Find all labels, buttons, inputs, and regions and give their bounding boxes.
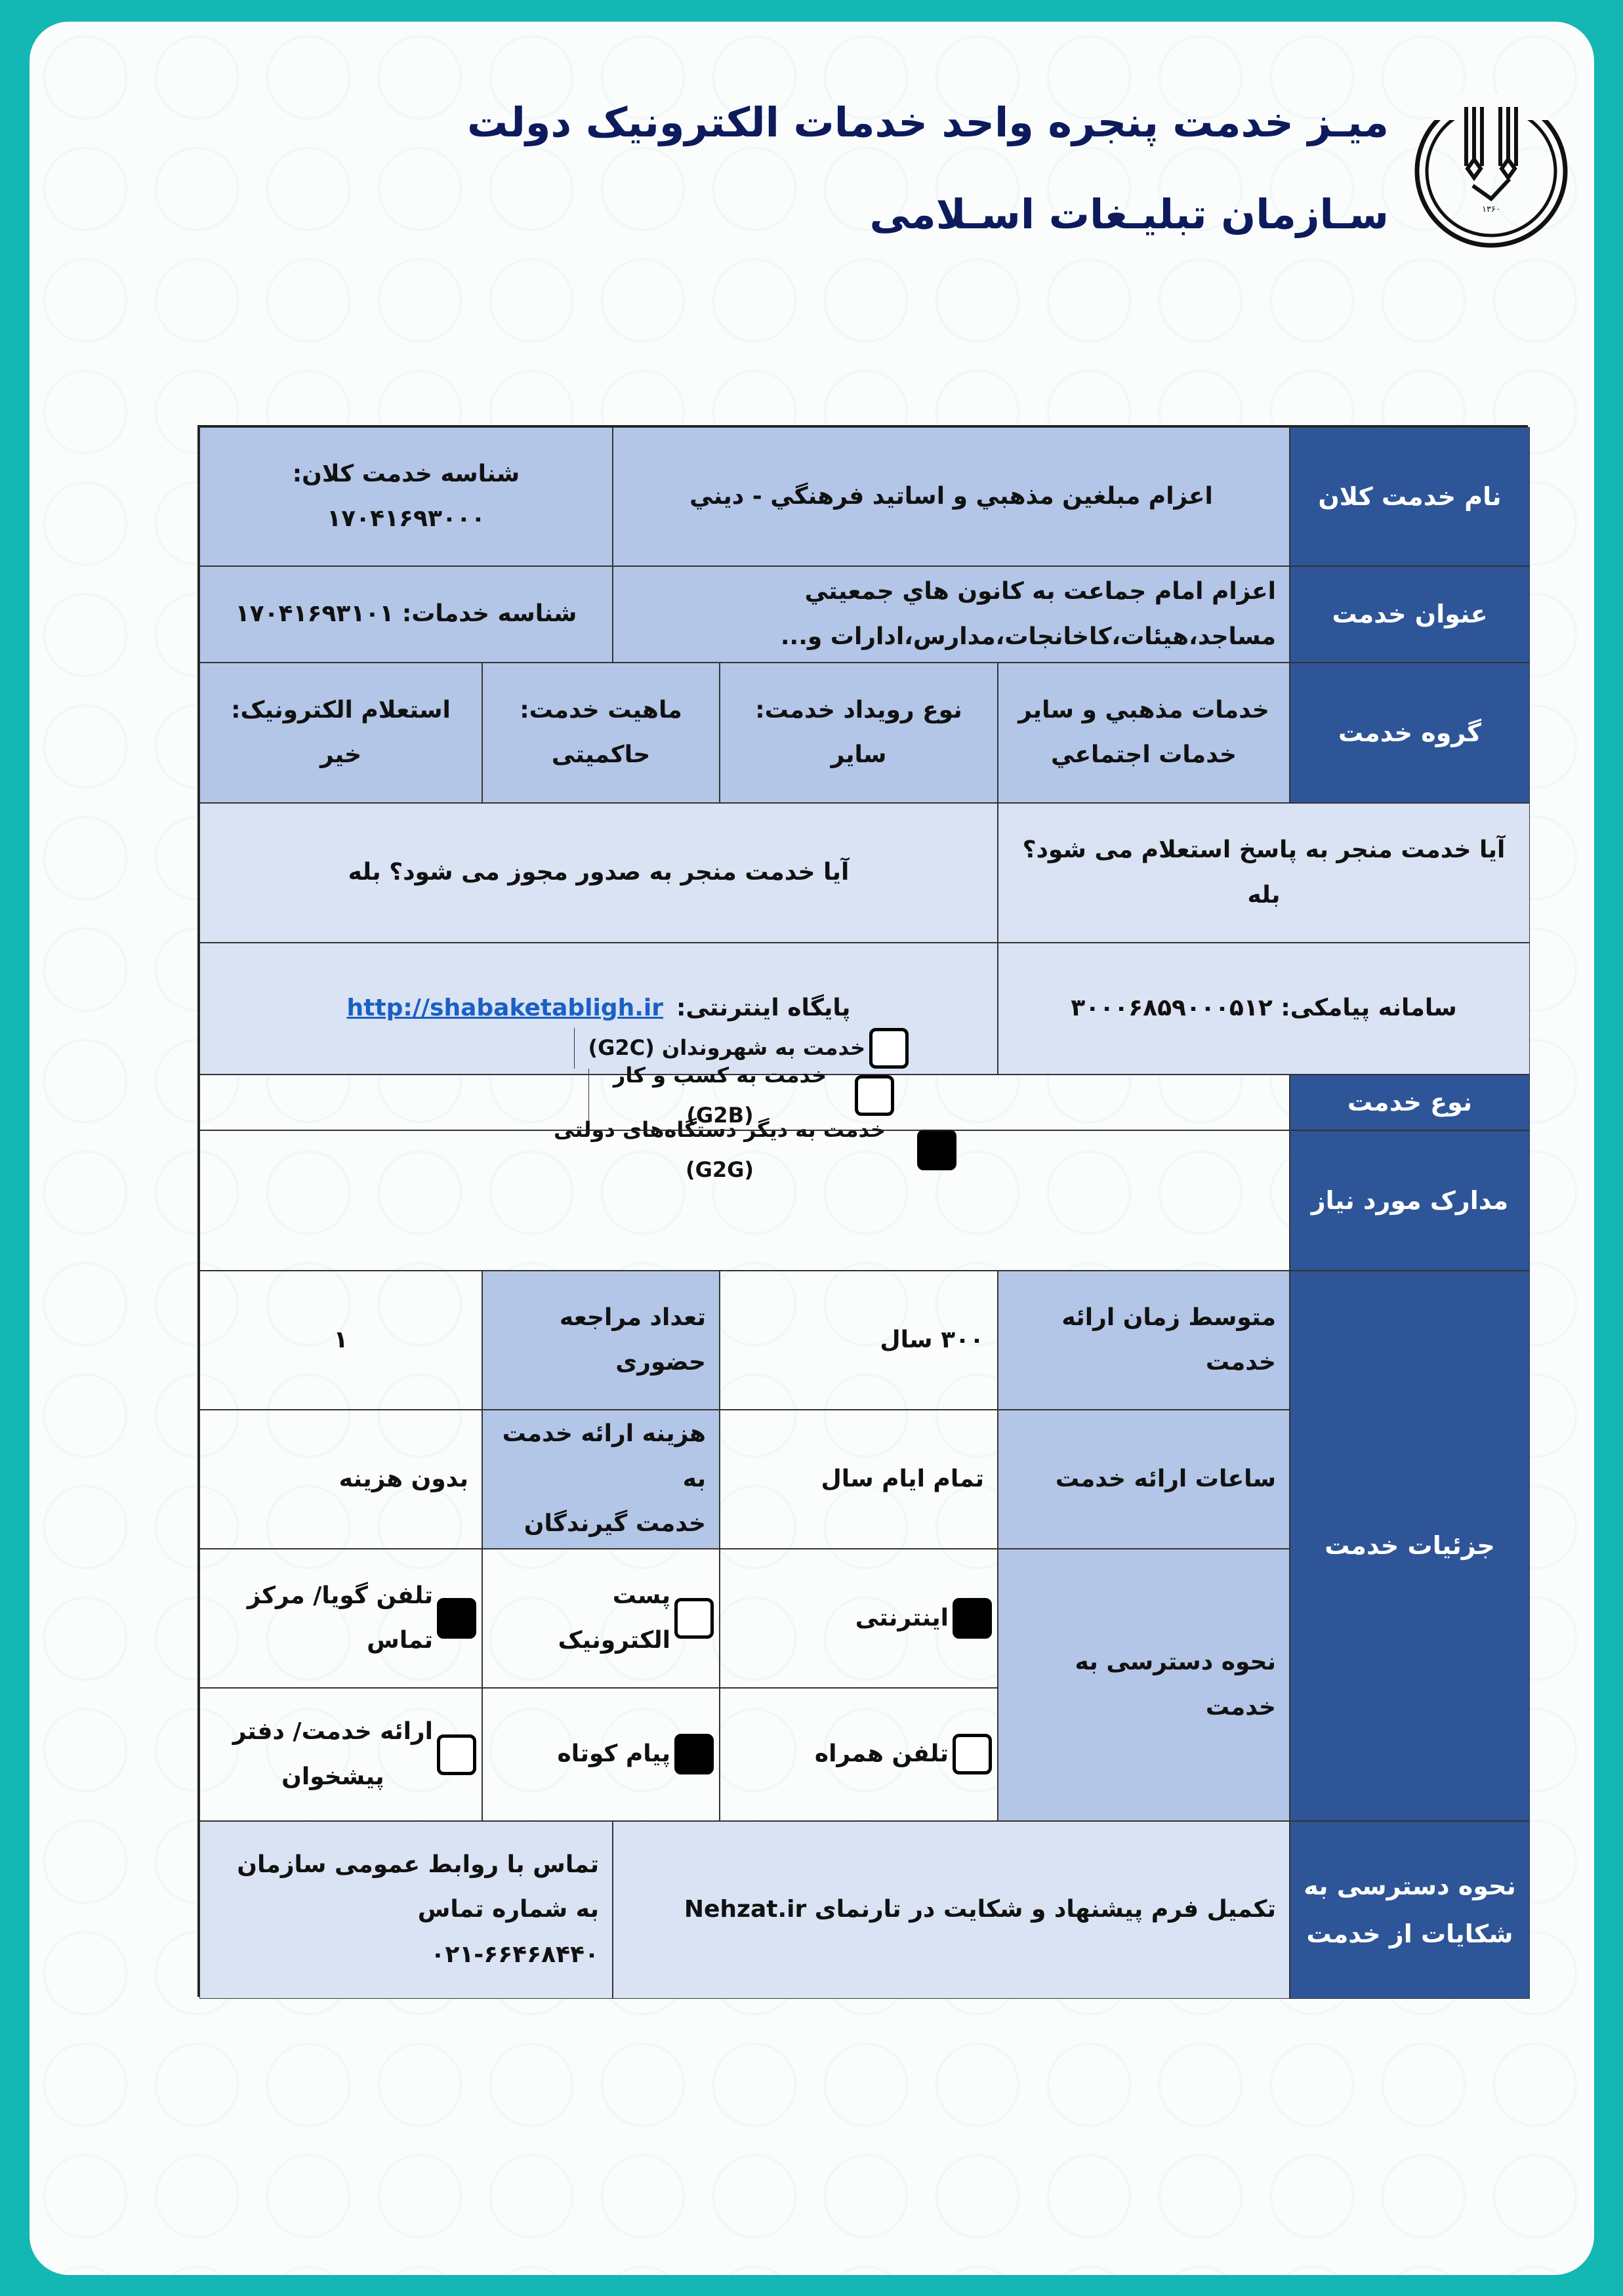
mobile-label: تلفن همراه [814,1740,949,1768]
internet-checkbox[interactable] [953,1597,992,1639]
event-type: نوع رویداد خدمت: سایر [720,663,998,803]
visits-label-line1: تعداد مراجعه [559,1303,706,1331]
service-nature: ماهیت خدمت: حاکمیتی [482,663,720,803]
complaints-label-line2: شکایات از خدمت [1306,1919,1513,1948]
website-link[interactable]: http://shabaketabligh.ir [346,994,663,1022]
email-label: پست الکترونیک [558,1582,670,1654]
service-title-label: عنوان خدمت [1290,566,1530,663]
option-g2c[interactable]: خدمت به شهروندان (G2C) [574,1027,915,1069]
macro-service-id: شناسه خدمت کلان: ۱۷۰۴۱۶۹۳۰۰۰ [199,427,613,566]
access-email[interactable]: پست الکترونیک [482,1549,720,1688]
g2g-label: خدمت به دیگر دستگاه‌های دولتی (G2G) [554,1117,886,1182]
cost-value: بدون هزینه [199,1410,482,1549]
complaints-label: نحوه دسترسی به شکایات از خدمت [1290,1821,1530,1999]
service-type-options: خدمت به شهروندان (G2C) خدمت به کسب و کار… [199,1027,1290,1182]
mobile-checkbox[interactable] [953,1734,992,1775]
logo-year: ۱۳۶۰ [1482,205,1500,215]
details-label: جزئیات خدمت [1290,1271,1530,1821]
option-g2b[interactable]: خدمت به کسب و کار (G2B) [588,1063,901,1128]
internet-label: اینترنتی [855,1604,949,1631]
visits-label-line2: حضوری [615,1349,706,1376]
electronic-inquiry-label: استعلام الکترونیک: [231,696,451,724]
g2c-label: خدمت به شهروندان (G2C) [588,1035,865,1061]
access-office[interactable]: ارائه خدمت/ دفتر پیشخوان [199,1688,482,1821]
organization-logo: ۱۳۶۰ [1414,94,1568,248]
service-nature-value: حاکمیتی [551,741,651,768]
office-checkbox[interactable] [437,1734,476,1775]
service-type-label: نوع خدمت [1290,1075,1530,1130]
avg-time-label: متوسط زمان ارائه خدمت [998,1271,1290,1410]
visits-value: ۱ [199,1271,482,1410]
g2b-checkbox[interactable] [855,1075,894,1116]
service-title-line1: اعزام امام جماعت به کانون هاي جمعيتي [804,578,1276,605]
service-id: شناسه خدمات: ۱۷۰۴۱۶۹۳۱۰۱ [199,566,613,663]
documents-value [199,1130,1290,1271]
option-g2g[interactable]: خدمت به دیگر دستگاه‌های دولتی (G2G) [526,1117,963,1182]
service-table: نام خدمت کلان اعزام مبلغین مذهبي و اساتي… [197,425,1530,1999]
license-question: آیا خدمت منجر به صدور مجوز می شود؟ بله [199,803,998,943]
event-type-value: سایر [831,741,887,768]
hours-value: تمام ایام سال [720,1410,998,1549]
access-internet[interactable]: اینترنتی [720,1549,998,1688]
cost-label: هزینه ارائه خدمت به خدمت گیرندگان [482,1410,720,1549]
hours-label: ساعات ارائه خدمت [998,1410,1290,1549]
complaints-web: تکمیل فرم پیشنهاد و شکایت در تارنمای Neh… [613,1821,1290,1999]
phone-center-label: تلفن گویا/ مرکز تماس [247,1582,433,1654]
complaints-phone-line1: تماس با روابط عمومی سازمان به شماره تماس [237,1851,599,1923]
avg-time-value: ۳۰۰ سال [720,1271,998,1410]
complaints-phone: تماس با روابط عمومی سازمان به شماره تماس… [199,1821,613,1999]
access-label: نحوه دسترسی به خدمت [998,1549,1290,1821]
service-group-value: خدمات مذهبي و ساير خدمات اجتماعي [998,663,1290,803]
website: پایگاه اینترنتی: http://shabaketabligh.i… [199,943,998,1075]
inquiry-question: آیا خدمت منجر به پاسخ استعلام می شود؟ بل… [998,803,1530,943]
macro-service-label: نام خدمت کلان [1290,427,1530,566]
cost-label-line2: خدمت گیرندگان [524,1510,706,1538]
g2b-label: خدمت به کسب و کار (G2B) [613,1063,827,1128]
group-line1: خدمات مذهبي و ساير [1018,696,1269,724]
access-sms[interactable]: پیام کوتاه [482,1688,720,1821]
group-line2: خدمات اجتماعي [1051,741,1237,768]
visits-label: تعداد مراجعه حضوری [482,1271,720,1410]
cost-label-line1: هزینه ارائه خدمت به [502,1420,706,1492]
g2c-checkbox[interactable] [869,1027,909,1069]
service-title-value: اعزام امام جماعت به کانون هاي جمعيتي مسا… [613,566,1290,663]
service-group-label: گروه خدمت [1290,663,1530,803]
website-label: پایگاه اینترنتی: [676,994,851,1022]
macro-service-value: اعزام مبلغین مذهبي و اساتيد فرهنگي - دين… [613,427,1290,566]
electronic-inquiry: استعلام الکترونیک: خیر [199,663,482,803]
phone-center-checkbox[interactable] [437,1598,476,1639]
page-title: میـز خدمت پنجره واحد خدمات الکترونیک دول… [466,98,1389,146]
access-mobile[interactable]: تلفن همراه [720,1688,998,1821]
event-type-label: نوع رویداد خدمت: [755,696,962,724]
complaints-label-line1: نحوه دسترسی به [1304,1872,1516,1901]
documents-label: مدارک مورد نیاز [1290,1130,1530,1271]
sms-checkbox[interactable] [674,1734,714,1775]
g2g-checkbox[interactable] [917,1130,956,1170]
email-checkbox[interactable] [674,1598,714,1639]
service-title-line2: مساجد،هیئات،کاخانجات،مدارس،ادارات و... [780,623,1276,650]
sms-system: سامانه پیامکی: ۳۰۰۰۶۸۵۹۰۰۰۵۱۲ [998,943,1530,1075]
service-nature-label: ماهیت خدمت: [520,696,682,724]
organization-name: سـازمان تبلیـغات اسـلامی [869,190,1389,238]
sms-label: پیام کوتاه [557,1740,670,1768]
complaints-phone-number: ۰۲۱-۶۶۴۶۸۴۴۰ [430,1940,599,1968]
office-label-line2: پیشخوان [281,1763,384,1790]
electronic-inquiry-value: خیر [319,741,362,768]
access-phone-center[interactable]: تلفن گویا/ مرکز تماس [199,1549,482,1688]
office-label-line1: ارائه خدمت/ دفتر [232,1718,433,1746]
